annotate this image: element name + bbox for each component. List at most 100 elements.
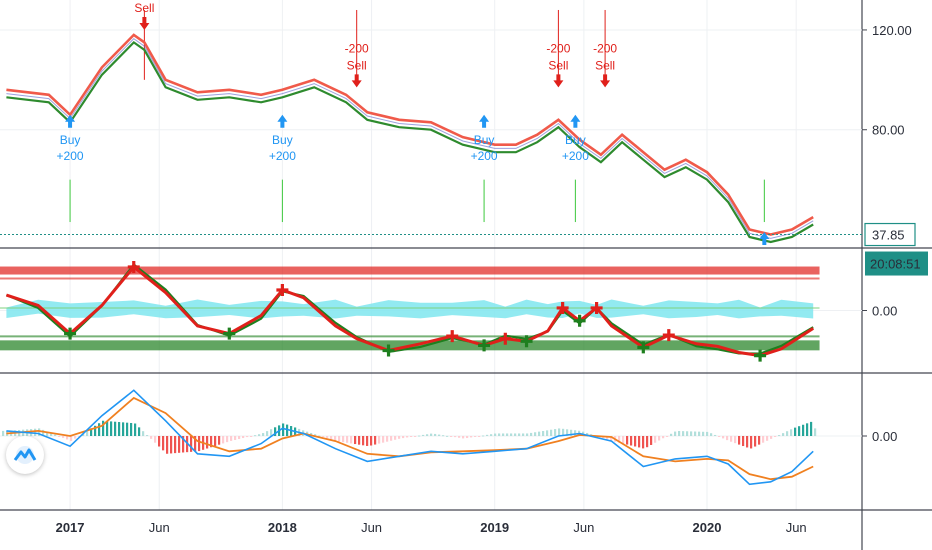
macd-histogram-bar	[534, 432, 537, 436]
macd-histogram-bar	[234, 436, 237, 440]
buy-cross-marker	[64, 327, 77, 340]
x-tick-label: 2020	[693, 520, 722, 535]
macd-histogram-bar	[778, 435, 781, 437]
macd-histogram-bar	[246, 436, 249, 438]
macd-histogram-bar	[106, 421, 109, 436]
macd-histogram-bar	[518, 433, 521, 436]
macd-histogram-bar	[574, 430, 577, 436]
macd-histogram-bar	[318, 435, 321, 437]
macd-histogram-bar	[814, 428, 817, 436]
macd-histogram-bar	[374, 436, 377, 445]
x-tick-label: Jun	[573, 520, 594, 535]
y-tick-label: 0.00	[872, 304, 897, 319]
macd-histogram-bar	[426, 434, 429, 436]
macd-histogram-bar	[258, 434, 261, 436]
macd-histogram-bar	[482, 435, 485, 437]
sell-cross-marker	[127, 260, 140, 273]
tradingview-logo-icon	[13, 446, 37, 464]
buy-signal-label: Buy	[565, 133, 586, 147]
macd-histogram-bar	[266, 431, 269, 436]
macd-histogram-bar	[326, 436, 329, 439]
sell-signal-label: Sell	[548, 58, 568, 72]
macd-histogram-bar	[158, 436, 161, 447]
macd-histogram-bar	[138, 427, 141, 436]
macd-histogram-bar	[554, 429, 557, 436]
macd-histogram-bar	[430, 433, 433, 436]
buy-arrow-icon	[570, 114, 581, 128]
macd-histogram-bar	[390, 436, 393, 441]
macd-histogram-bar	[802, 424, 805, 436]
macd-histogram-bar	[466, 436, 469, 439]
macd-histogram-bar	[402, 436, 405, 439]
macd-histogram-bar	[418, 435, 421, 437]
sell-cross-marker	[556, 301, 569, 314]
macd-histogram-bar	[530, 432, 533, 436]
macd-histogram-bar	[86, 430, 89, 436]
macd-histogram-bar	[458, 436, 461, 438]
sell-arrow-icon	[139, 16, 150, 30]
macd-histogram-bar	[762, 436, 765, 443]
macd-histogram-bar	[690, 431, 693, 436]
macd-histogram-bar	[90, 428, 93, 436]
macd-histogram-bar	[478, 436, 481, 437]
sell-cross-marker	[276, 284, 289, 296]
macd-histogram-bar	[446, 435, 449, 437]
macd-histogram-bar	[146, 435, 149, 437]
macd-histogram-bar	[162, 436, 165, 451]
macd-histogram-bar	[562, 428, 565, 436]
macd-histogram-bar	[330, 436, 333, 440]
macd-histogram-bar	[746, 436, 749, 448]
macd-histogram-bar	[262, 433, 265, 436]
macd-histogram-bar	[770, 436, 773, 439]
tradingview-logo-button[interactable]	[6, 436, 44, 474]
macd-histogram-bar	[142, 431, 145, 436]
macd-histogram-bar	[546, 430, 549, 436]
macd-histogram-bar	[34, 428, 37, 436]
macd-histogram-bar	[270, 429, 273, 436]
macd-histogram-bar	[254, 435, 257, 437]
macd-histogram-bar	[150, 436, 153, 439]
sell-cross-marker	[662, 329, 675, 342]
sell-arrow-icon	[351, 74, 362, 88]
macd-histogram-bar	[666, 436, 669, 437]
buy-signal-label: Buy	[272, 133, 293, 147]
macd-histogram-bar	[46, 431, 49, 436]
sell-arrow-icon	[553, 74, 564, 88]
macd-histogram-bar	[410, 436, 413, 437]
macd-histogram-bar	[638, 436, 641, 448]
macd-histogram-bar	[502, 433, 505, 436]
macd-histogram-bar	[346, 436, 349, 443]
macd-histogram-bar	[178, 436, 181, 453]
macd-histogram-bar	[618, 436, 621, 443]
macd-histogram-bar	[210, 436, 213, 448]
sell-signal-label: -200	[345, 41, 369, 55]
macd-histogram-bar	[798, 426, 801, 436]
macd-histogram-bar	[658, 436, 661, 441]
macd-histogram-bar	[182, 436, 185, 453]
macd-histogram-bar	[174, 436, 177, 454]
macd-histogram-bar	[702, 431, 705, 436]
sell-cross-marker	[590, 301, 603, 314]
macd-histogram-bar	[442, 435, 445, 437]
macd-histogram-bar	[626, 436, 629, 445]
buy-signal-label: Buy	[60, 133, 81, 147]
macd-histogram-bar	[670, 433, 673, 436]
macd-histogram-bar	[526, 433, 529, 436]
buy-arrow-icon	[277, 114, 288, 128]
macd-histogram-bar	[218, 436, 221, 445]
macd-histogram-bar	[74, 436, 77, 439]
buy-signal-label: +200	[471, 149, 498, 163]
macd-histogram-bar	[462, 436, 465, 439]
sell-signal-label: Sell	[134, 1, 154, 15]
macd-histogram-bar	[394, 436, 397, 440]
buy-signal-label: +200	[562, 149, 589, 163]
macd-histogram-bar	[622, 436, 625, 444]
macd-histogram-bar	[358, 436, 361, 445]
macd-histogram-bar	[538, 431, 541, 436]
macd-histogram-bar	[206, 436, 209, 449]
macd-histogram-bar	[794, 427, 797, 436]
macd-histogram-bar	[710, 433, 713, 436]
buy-cross-marker	[382, 344, 395, 357]
macd-histogram-bar	[54, 434, 57, 436]
macd-histogram-bar	[134, 423, 137, 436]
